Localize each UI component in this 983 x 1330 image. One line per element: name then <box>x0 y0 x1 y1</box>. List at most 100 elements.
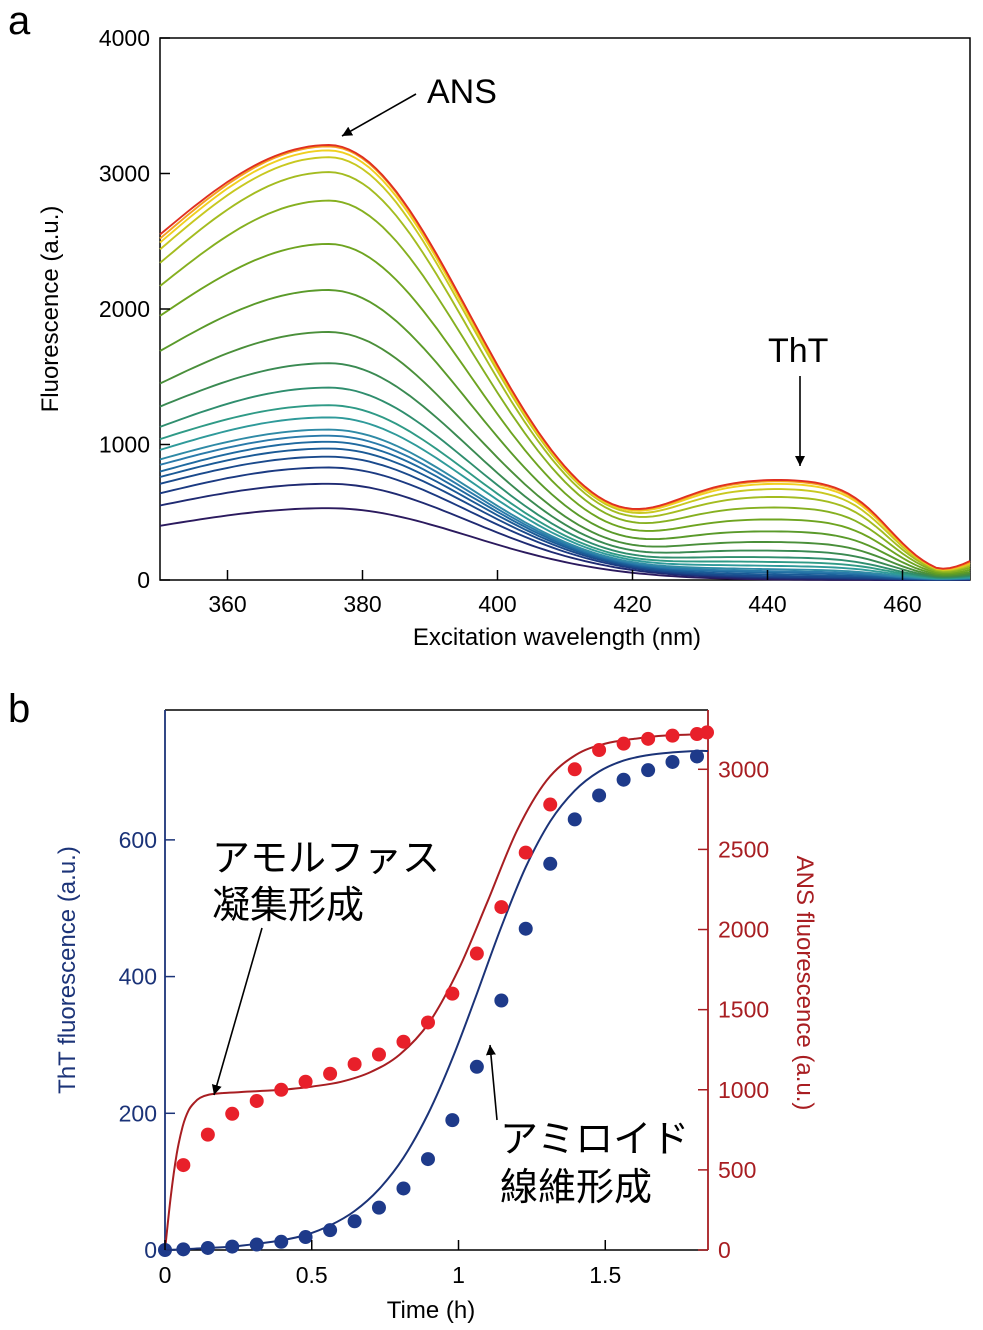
ans-data-point <box>641 731 656 746</box>
panel-a-x-tick-label: 380 <box>343 591 381 617</box>
ans-data-point <box>298 1074 313 1089</box>
panel-a-x-tick-label: 400 <box>478 591 516 617</box>
panel-b-x-tick-label: 0.5 <box>296 1262 328 1288</box>
panel-b-left-y-tick-label: 600 <box>119 827 157 853</box>
ans-data-point <box>543 797 558 812</box>
panel-a-y-tick-label: 4000 <box>99 25 150 51</box>
spectrum-curve-13 <box>159 289 971 576</box>
ans-data-point <box>371 1047 386 1062</box>
panel-b-right-y-axis-label: ANS fluorescence (a.u.) <box>791 856 818 1111</box>
ans-data-point <box>518 845 533 860</box>
panel-a-x-tick-label: 460 <box>883 591 921 617</box>
panel-a-x-ticks: 360 380 400 420 440 460 <box>208 570 922 617</box>
panel-b-left-y-tick-label: 0 <box>144 1237 157 1263</box>
amorphous-arrow <box>211 927 263 1096</box>
tht-data-point <box>689 749 704 764</box>
ans-fit-curve <box>164 733 709 1251</box>
panel-a-y-tick-label: 3000 <box>99 161 150 187</box>
tht-data-point <box>225 1239 240 1254</box>
spectrum-curve-16 <box>159 171 971 572</box>
ans-data-point <box>700 725 714 740</box>
panel-a-curves <box>159 144 971 581</box>
panel-b-right-y-ticks: 0 500 1000 1500 2000 2500 3000 <box>698 756 769 1263</box>
panel-b-right-y-tick-label: 500 <box>718 1157 756 1183</box>
panel-b-right-y-tick-label: 1500 <box>718 997 769 1023</box>
panel-a-x-tick-label: 420 <box>613 591 651 617</box>
ans-data-point <box>665 728 680 743</box>
tht-data-point <box>616 772 631 787</box>
amyloid-annotation-line2: 線維形成 <box>500 1167 652 1209</box>
panel-a-x-axis-label: Excitation wavelength (nm) <box>413 624 701 651</box>
ans-data-point <box>225 1106 240 1121</box>
panel-b-left-y-tick-label: 200 <box>119 1100 157 1126</box>
tht-annotation: ThT <box>768 332 828 370</box>
ans-data-point <box>176 1158 191 1173</box>
panel-b-x-ticks: 0 0.5 1 1.5 <box>159 1240 621 1288</box>
panel-b-x-tick-label: 0 <box>159 1262 172 1288</box>
tht-data-point <box>518 921 533 936</box>
spectrum-curve-10 <box>159 386 971 579</box>
tht-data-point <box>298 1230 313 1245</box>
panel-b-left-y-tick-label: 400 <box>119 964 157 990</box>
ans-data-point <box>494 900 509 915</box>
amorphous-annotation-line2: 凝集形成 <box>212 885 364 927</box>
panel-b-right-y-tick-label: 1000 <box>718 1077 769 1103</box>
tht-data-point <box>176 1242 191 1257</box>
panel-b-x-tick-label: 1.5 <box>589 1262 621 1288</box>
tht-data-point <box>323 1223 338 1238</box>
ans-arrow <box>341 93 417 137</box>
ans-annotation: ANS <box>427 73 497 111</box>
ans-data-point <box>445 986 460 1001</box>
spectrum-curve-20 <box>159 144 971 570</box>
ans-data-point <box>200 1127 215 1142</box>
tht-data-point <box>494 993 509 1008</box>
spectrum-curve-0 <box>159 507 970 581</box>
panel-a-x-tick-label: 360 <box>208 591 246 617</box>
panel-a-plot-frame <box>159 37 971 581</box>
panel-a-y-tick-label: 2000 <box>99 296 150 322</box>
spectrum-curve-9 <box>159 404 971 579</box>
tht-data-point <box>249 1237 264 1252</box>
ans-data-point <box>567 762 582 777</box>
panel-b-points <box>158 725 714 1257</box>
panel-b-left-y-ticks: 0 200 400 600 <box>119 827 175 1263</box>
spectrum-curve-17 <box>159 156 971 572</box>
ans-data-point <box>274 1082 289 1097</box>
amorphous-annotation-line1: アモルファス <box>212 838 440 880</box>
ans-data-point <box>249 1093 264 1108</box>
spectrum-curve-11 <box>159 362 971 578</box>
tht-data-point <box>371 1200 386 1215</box>
amyloid-annotation-line1: アミロイド <box>500 1119 689 1161</box>
spectrum-curve-8 <box>159 416 971 580</box>
tht-data-point <box>469 1059 484 1074</box>
spectrum-curve-12 <box>159 331 971 577</box>
panel-a-x-tick-label: 440 <box>748 591 786 617</box>
tht-data-point <box>200 1240 215 1255</box>
panel-b-label: b <box>8 687 30 731</box>
spectrum-curve-4 <box>159 447 971 581</box>
panel-a-y-axis-label: Fluorescence (a.u.) <box>37 206 64 413</box>
panel-b-right-y-tick-label: 3000 <box>718 756 769 782</box>
amyloid-arrow <box>485 1044 498 1121</box>
tht-data-point <box>592 788 607 803</box>
panel-a-y-ticks: 0 1000 2000 3000 4000 <box>99 25 170 593</box>
ans-data-point <box>592 743 607 758</box>
ans-data-point <box>396 1034 411 1049</box>
spectrum-curve-6 <box>159 434 971 581</box>
tht-data-point <box>420 1152 435 1167</box>
panel-a-y-tick-label: 1000 <box>99 432 150 458</box>
panel-b-right-y-tick-label: 2500 <box>718 836 769 862</box>
panel-a: a 0 1000 2000 3000 4000 360 380 400 420 440 460 E… <box>8 0 971 651</box>
panel-b-x-tick-label: 1 <box>452 1262 465 1288</box>
ans-data-point <box>469 946 484 961</box>
panel-b-right-y-tick-label: 2000 <box>718 917 769 943</box>
ans-data-point <box>616 736 631 751</box>
panel-a-label: a <box>8 0 31 43</box>
tht-data-point <box>445 1113 460 1128</box>
panel-a-y-tick-label: 0 <box>137 567 150 593</box>
panel-b-left-y-axis-label: ThT fluorescence (a.u.) <box>54 846 81 1094</box>
tht-data-point <box>347 1214 362 1229</box>
tht-data-point <box>543 856 558 871</box>
